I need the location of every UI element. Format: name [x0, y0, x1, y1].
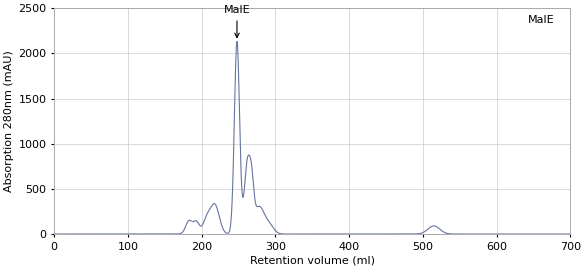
Text: MalE: MalE [223, 5, 250, 38]
X-axis label: Retention volume (ml): Retention volume (ml) [250, 256, 374, 266]
Y-axis label: Absorption 280nm (mAU): Absorption 280nm (mAU) [4, 50, 14, 192]
Text: MalE: MalE [528, 15, 555, 25]
